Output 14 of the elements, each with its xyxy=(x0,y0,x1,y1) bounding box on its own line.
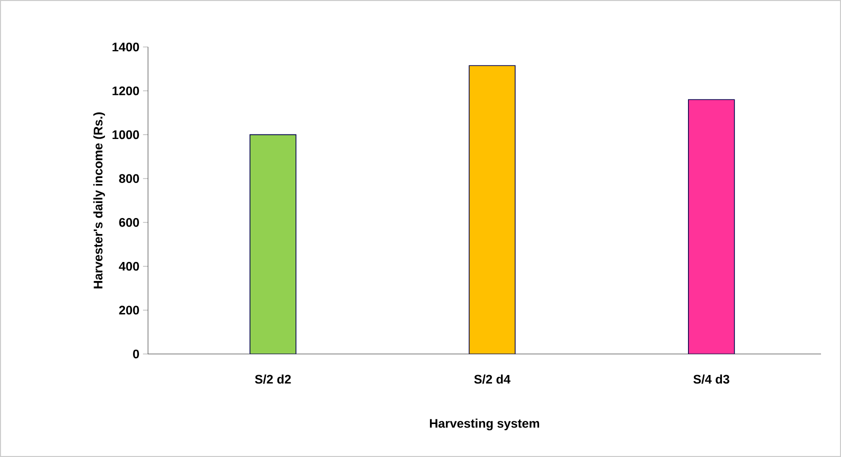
x-tick-label: S/2 d4 xyxy=(474,374,510,384)
y-tick-label: 0 xyxy=(133,350,139,358)
bar xyxy=(688,99,735,354)
y-tick-label: 600 xyxy=(119,218,139,227)
y-axis-title: Harvester's daily income (Rs.) xyxy=(93,112,105,288)
y-tick-label: 200 xyxy=(119,306,139,315)
y-tick-label: 1400 xyxy=(112,42,139,52)
y-tick-label: 1200 xyxy=(112,86,139,96)
y-tick-label: 800 xyxy=(119,174,139,183)
x-tick-label: S/2 d2 xyxy=(254,374,291,384)
y-tick-label: 1000 xyxy=(112,130,139,140)
x-tick-label: S/4 d3 xyxy=(693,374,730,384)
x-axis-title: Harvesting system xyxy=(430,418,540,430)
y-tick-label: 400 xyxy=(118,262,139,271)
